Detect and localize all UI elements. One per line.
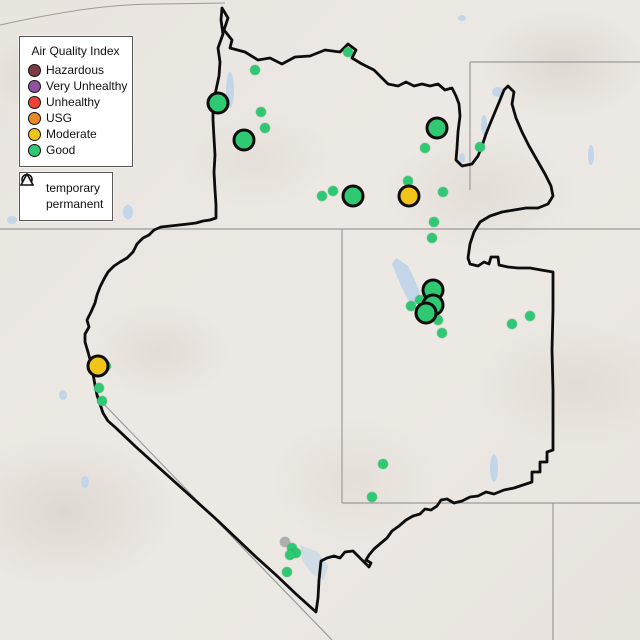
aqi-marker-moderate[interactable] (86, 354, 110, 378)
aqi-marker-good[interactable] (260, 123, 270, 133)
permanent-triangle-icon (20, 173, 42, 211)
aqi-marker-good[interactable] (285, 550, 295, 560)
aqi-marker-good[interactable] (97, 396, 107, 406)
aqi-marker-good[interactable] (525, 311, 535, 321)
aqi-marker-good[interactable] (317, 191, 327, 201)
aqi-legend-item-usg: USG (28, 111, 123, 125)
aqi-marker-good[interactable] (420, 143, 430, 153)
aqi-marker-good[interactable] (403, 176, 413, 186)
aqi-marker-good[interactable] (378, 459, 388, 469)
aqi-marker-good[interactable] (328, 186, 338, 196)
aqi-marker-good[interactable] (437, 328, 447, 338)
aqi-marker-good[interactable] (438, 187, 448, 197)
very-unhealthy-swatch-icon (28, 79, 41, 93)
good-swatch-icon (28, 143, 41, 157)
usg-swatch-icon (28, 111, 41, 125)
aqi-marker-moderate[interactable] (397, 184, 421, 208)
moderate-swatch-icon (28, 127, 41, 141)
marker-type-legend: temporary permanent (19, 172, 114, 221)
aqi-marker-good[interactable] (414, 301, 438, 325)
aqi-marker-good[interactable] (433, 315, 443, 325)
aqi-marker-good[interactable] (427, 233, 437, 243)
aqi-marker-good[interactable] (367, 492, 377, 502)
aqi-legend-item-very-unhealthy: Very Unhealthy (28, 79, 127, 93)
marker-type-temporary: temporary (21, 173, 103, 195)
aqi-marker-no_data[interactable] (280, 537, 290, 547)
aqi-marker-good[interactable] (250, 65, 260, 75)
aqi-marker-good[interactable] (206, 91, 230, 115)
aqi-marker-good[interactable] (343, 47, 353, 57)
aqi-marker-good[interactable] (232, 128, 256, 152)
aqi-marker-good[interactable] (291, 548, 301, 558)
aqi-marker-good[interactable] (94, 383, 104, 393)
aqi-marker-good[interactable] (282, 567, 292, 577)
aqi-legend-item-hazardous: Hazardous (28, 63, 123, 77)
region-boundary (83, 6, 555, 614)
marker-type-permanent: permanent (20, 173, 103, 211)
aqi-marker-good[interactable] (415, 295, 425, 305)
aqi-marker-good[interactable] (507, 319, 517, 329)
aqi-marker-good[interactable] (341, 184, 365, 208)
aqi-legend: Air Quality Index Hazardous Very Unhealt… (19, 36, 133, 167)
aqi-marker-good[interactable] (256, 107, 266, 117)
unhealthy-swatch-icon (28, 95, 41, 109)
aqi-legend-title: Air Quality Index (31, 44, 120, 58)
aqi-legend-item-good: Good (28, 143, 123, 157)
aqi-marker-good[interactable] (475, 142, 485, 152)
aqi-legend-item-unhealthy: Unhealthy (28, 95, 123, 109)
aqi-marker-good[interactable] (425, 116, 449, 140)
aqi-legend-item-moderate: Moderate (28, 127, 123, 141)
aqi-marker-good[interactable] (429, 217, 439, 227)
hazardous-swatch-icon (28, 63, 41, 77)
aqi-marker-good[interactable] (406, 301, 416, 311)
